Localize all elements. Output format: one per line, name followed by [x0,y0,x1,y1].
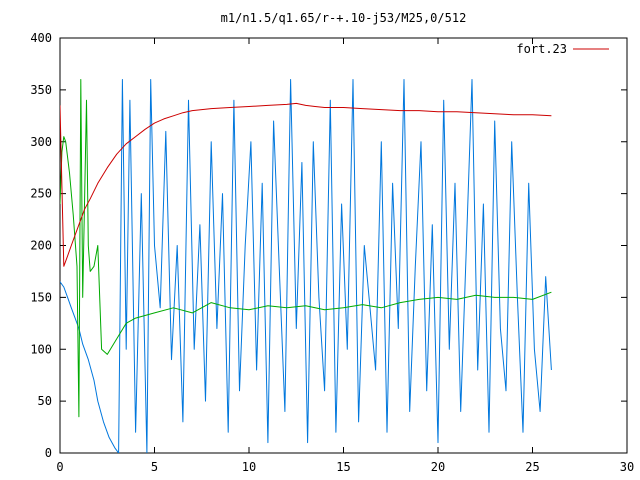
y-tick-label: 150 [30,290,52,304]
y-tick-label: 50 [38,394,52,408]
y-axis: 0 50 100 150 200 250 300 350 400 [30,31,627,460]
series-group [60,79,552,453]
y-tick-label: 200 [30,239,52,253]
chart-title: m1/n1.5/q1.65/r-+.10-j53/M25,0/512 [221,11,467,25]
x-tick-label: 25 [525,460,539,474]
y-tick-label: 350 [30,83,52,97]
y-tick-label: 100 [30,342,52,356]
legend-label-fort-23: fort.23 [516,42,567,56]
series-line-fort-23 [60,102,552,267]
y-tick-label: 0 [45,446,52,460]
x-axis: 0 5 10 15 20 25 30 [56,38,634,474]
x-tick-label: 20 [431,460,445,474]
series-line-1 [60,79,552,418]
y-tick-label: 400 [30,31,52,45]
y-tick-label: 250 [30,187,52,201]
x-tick-label: 10 [242,460,256,474]
x-tick-label: 5 [151,460,158,474]
x-tick-label: 0 [56,460,63,474]
x-tick-label: 15 [336,460,350,474]
x-tick-label: 30 [620,460,634,474]
series-line-2 [60,79,552,453]
legend: fort.23 [516,42,609,56]
y-tick-label: 300 [30,135,52,149]
